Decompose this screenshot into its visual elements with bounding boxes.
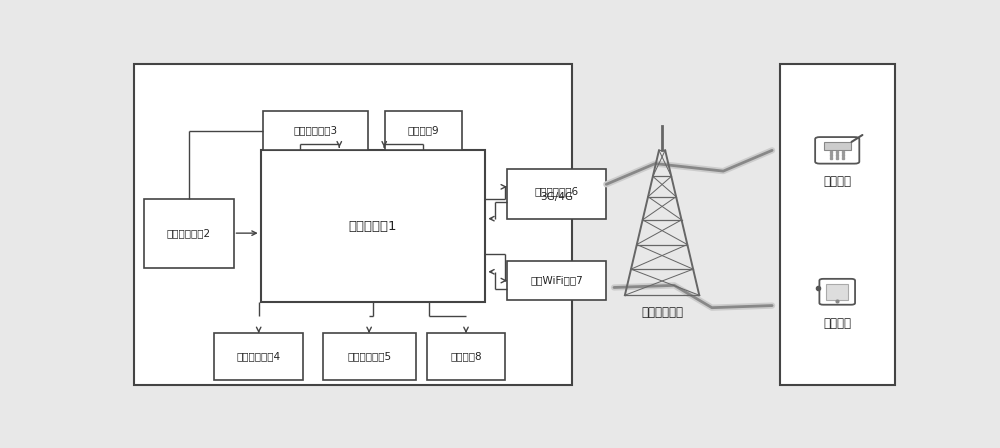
Bar: [323, 333, 416, 380]
Bar: [134, 64, 572, 385]
Bar: [824, 142, 851, 151]
Bar: [507, 169, 606, 220]
Text: 移动通讯网络: 移动通讯网络: [641, 306, 683, 319]
Bar: [261, 151, 485, 302]
Text: 电源模块9: 电源模块9: [408, 125, 439, 135]
Text: 智能手机: 智能手机: [823, 175, 851, 188]
Text: 图像采集模块2: 图像采集模块2: [167, 228, 211, 238]
Text: 移动通讯模块6: 移动通讯模块6: [535, 186, 579, 196]
Bar: [144, 198, 234, 267]
Bar: [826, 284, 848, 300]
Bar: [427, 333, 505, 380]
Bar: [507, 261, 606, 301]
Text: 镜头驱动模块3: 镜头驱动模块3: [293, 125, 337, 135]
Text: 传感触发模块5: 传感触发模块5: [347, 352, 391, 362]
FancyBboxPatch shape: [815, 137, 859, 164]
Text: 主控制模块1: 主控制模块1: [349, 220, 397, 233]
Bar: [214, 333, 303, 380]
Text: 语音模块8: 语音模块8: [450, 352, 482, 362]
Bar: [780, 64, 895, 385]
Text: 图像存储模块4: 图像存储模块4: [237, 352, 281, 362]
Text: 3G/4G: 3G/4G: [540, 193, 573, 202]
Bar: [263, 111, 368, 151]
Bar: [385, 111, 462, 151]
FancyBboxPatch shape: [819, 279, 855, 305]
Text: 平板电脑: 平板电脑: [823, 317, 851, 330]
Text: 无线WiFi模块7: 无线WiFi模块7: [530, 276, 583, 285]
